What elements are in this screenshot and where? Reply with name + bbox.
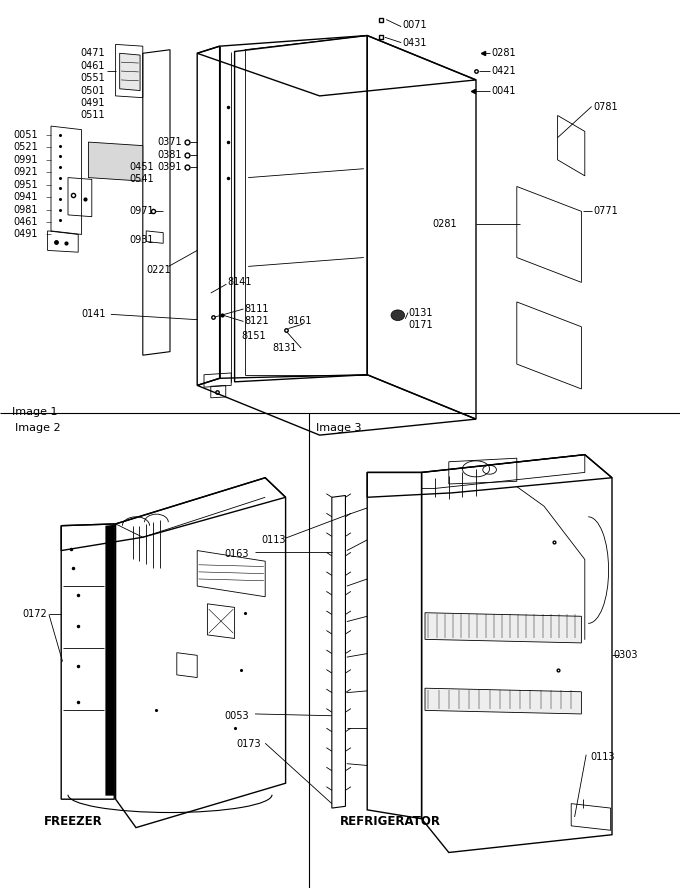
Text: 0113: 0113 — [590, 751, 615, 762]
Text: 0141: 0141 — [82, 309, 106, 320]
Text: 0921: 0921 — [14, 167, 38, 178]
Text: 0471: 0471 — [80, 48, 105, 59]
Text: 0771: 0771 — [593, 206, 617, 217]
Text: 0051: 0051 — [14, 130, 38, 140]
Text: 0551: 0551 — [80, 73, 105, 83]
Text: 8161: 8161 — [288, 316, 312, 327]
Polygon shape — [120, 53, 140, 91]
Text: 0041: 0041 — [491, 85, 515, 96]
Text: 0541: 0541 — [129, 174, 154, 185]
Text: 0501: 0501 — [80, 85, 105, 96]
Text: 0281: 0281 — [491, 48, 515, 59]
Text: 0991: 0991 — [14, 155, 38, 165]
Text: 0951: 0951 — [14, 179, 38, 190]
Text: 8121: 8121 — [245, 316, 269, 327]
Text: 0172: 0172 — [22, 609, 47, 620]
Polygon shape — [105, 525, 114, 796]
Text: FREEZER: FREEZER — [44, 814, 103, 828]
Text: REFRIGERATOR: REFRIGERATOR — [340, 814, 441, 828]
Text: 0931: 0931 — [129, 234, 154, 245]
Text: 0303: 0303 — [613, 650, 638, 661]
Text: 0461: 0461 — [80, 60, 105, 71]
Text: Image 2: Image 2 — [15, 423, 61, 432]
Text: 8141: 8141 — [228, 277, 252, 288]
Text: 0163: 0163 — [224, 549, 249, 559]
Text: 0371: 0371 — [158, 137, 182, 147]
Text: Image 1: Image 1 — [12, 408, 58, 417]
Text: 0781: 0781 — [593, 101, 617, 112]
Text: 0971: 0971 — [129, 206, 154, 217]
Text: 0461: 0461 — [14, 217, 38, 227]
Text: 0451: 0451 — [129, 162, 154, 172]
Text: 0053: 0053 — [224, 710, 249, 721]
Text: 0491: 0491 — [14, 229, 38, 240]
Text: 0391: 0391 — [158, 162, 182, 172]
Text: 0281: 0281 — [432, 218, 457, 229]
Polygon shape — [88, 142, 143, 181]
Ellipse shape — [391, 310, 405, 321]
Text: 0113: 0113 — [262, 535, 286, 545]
Text: 0381: 0381 — [158, 149, 182, 160]
Text: 0981: 0981 — [14, 204, 38, 215]
Text: 8151: 8151 — [241, 330, 266, 341]
Text: 8131: 8131 — [272, 343, 296, 353]
Polygon shape — [425, 613, 581, 643]
Text: 0491: 0491 — [80, 98, 105, 108]
Text: Image 3: Image 3 — [316, 423, 361, 432]
Text: 0171: 0171 — [408, 320, 432, 330]
Text: 0173: 0173 — [237, 739, 261, 749]
Text: 0511: 0511 — [80, 110, 105, 121]
Text: 8111: 8111 — [245, 304, 269, 314]
Text: 0071: 0071 — [403, 20, 427, 30]
Text: 0421: 0421 — [491, 66, 515, 76]
Text: 0941: 0941 — [14, 192, 38, 202]
Polygon shape — [425, 688, 581, 714]
Text: 0131: 0131 — [408, 307, 432, 318]
Text: 0521: 0521 — [14, 142, 38, 153]
Text: 0431: 0431 — [403, 37, 427, 48]
Text: 0221: 0221 — [146, 265, 171, 275]
